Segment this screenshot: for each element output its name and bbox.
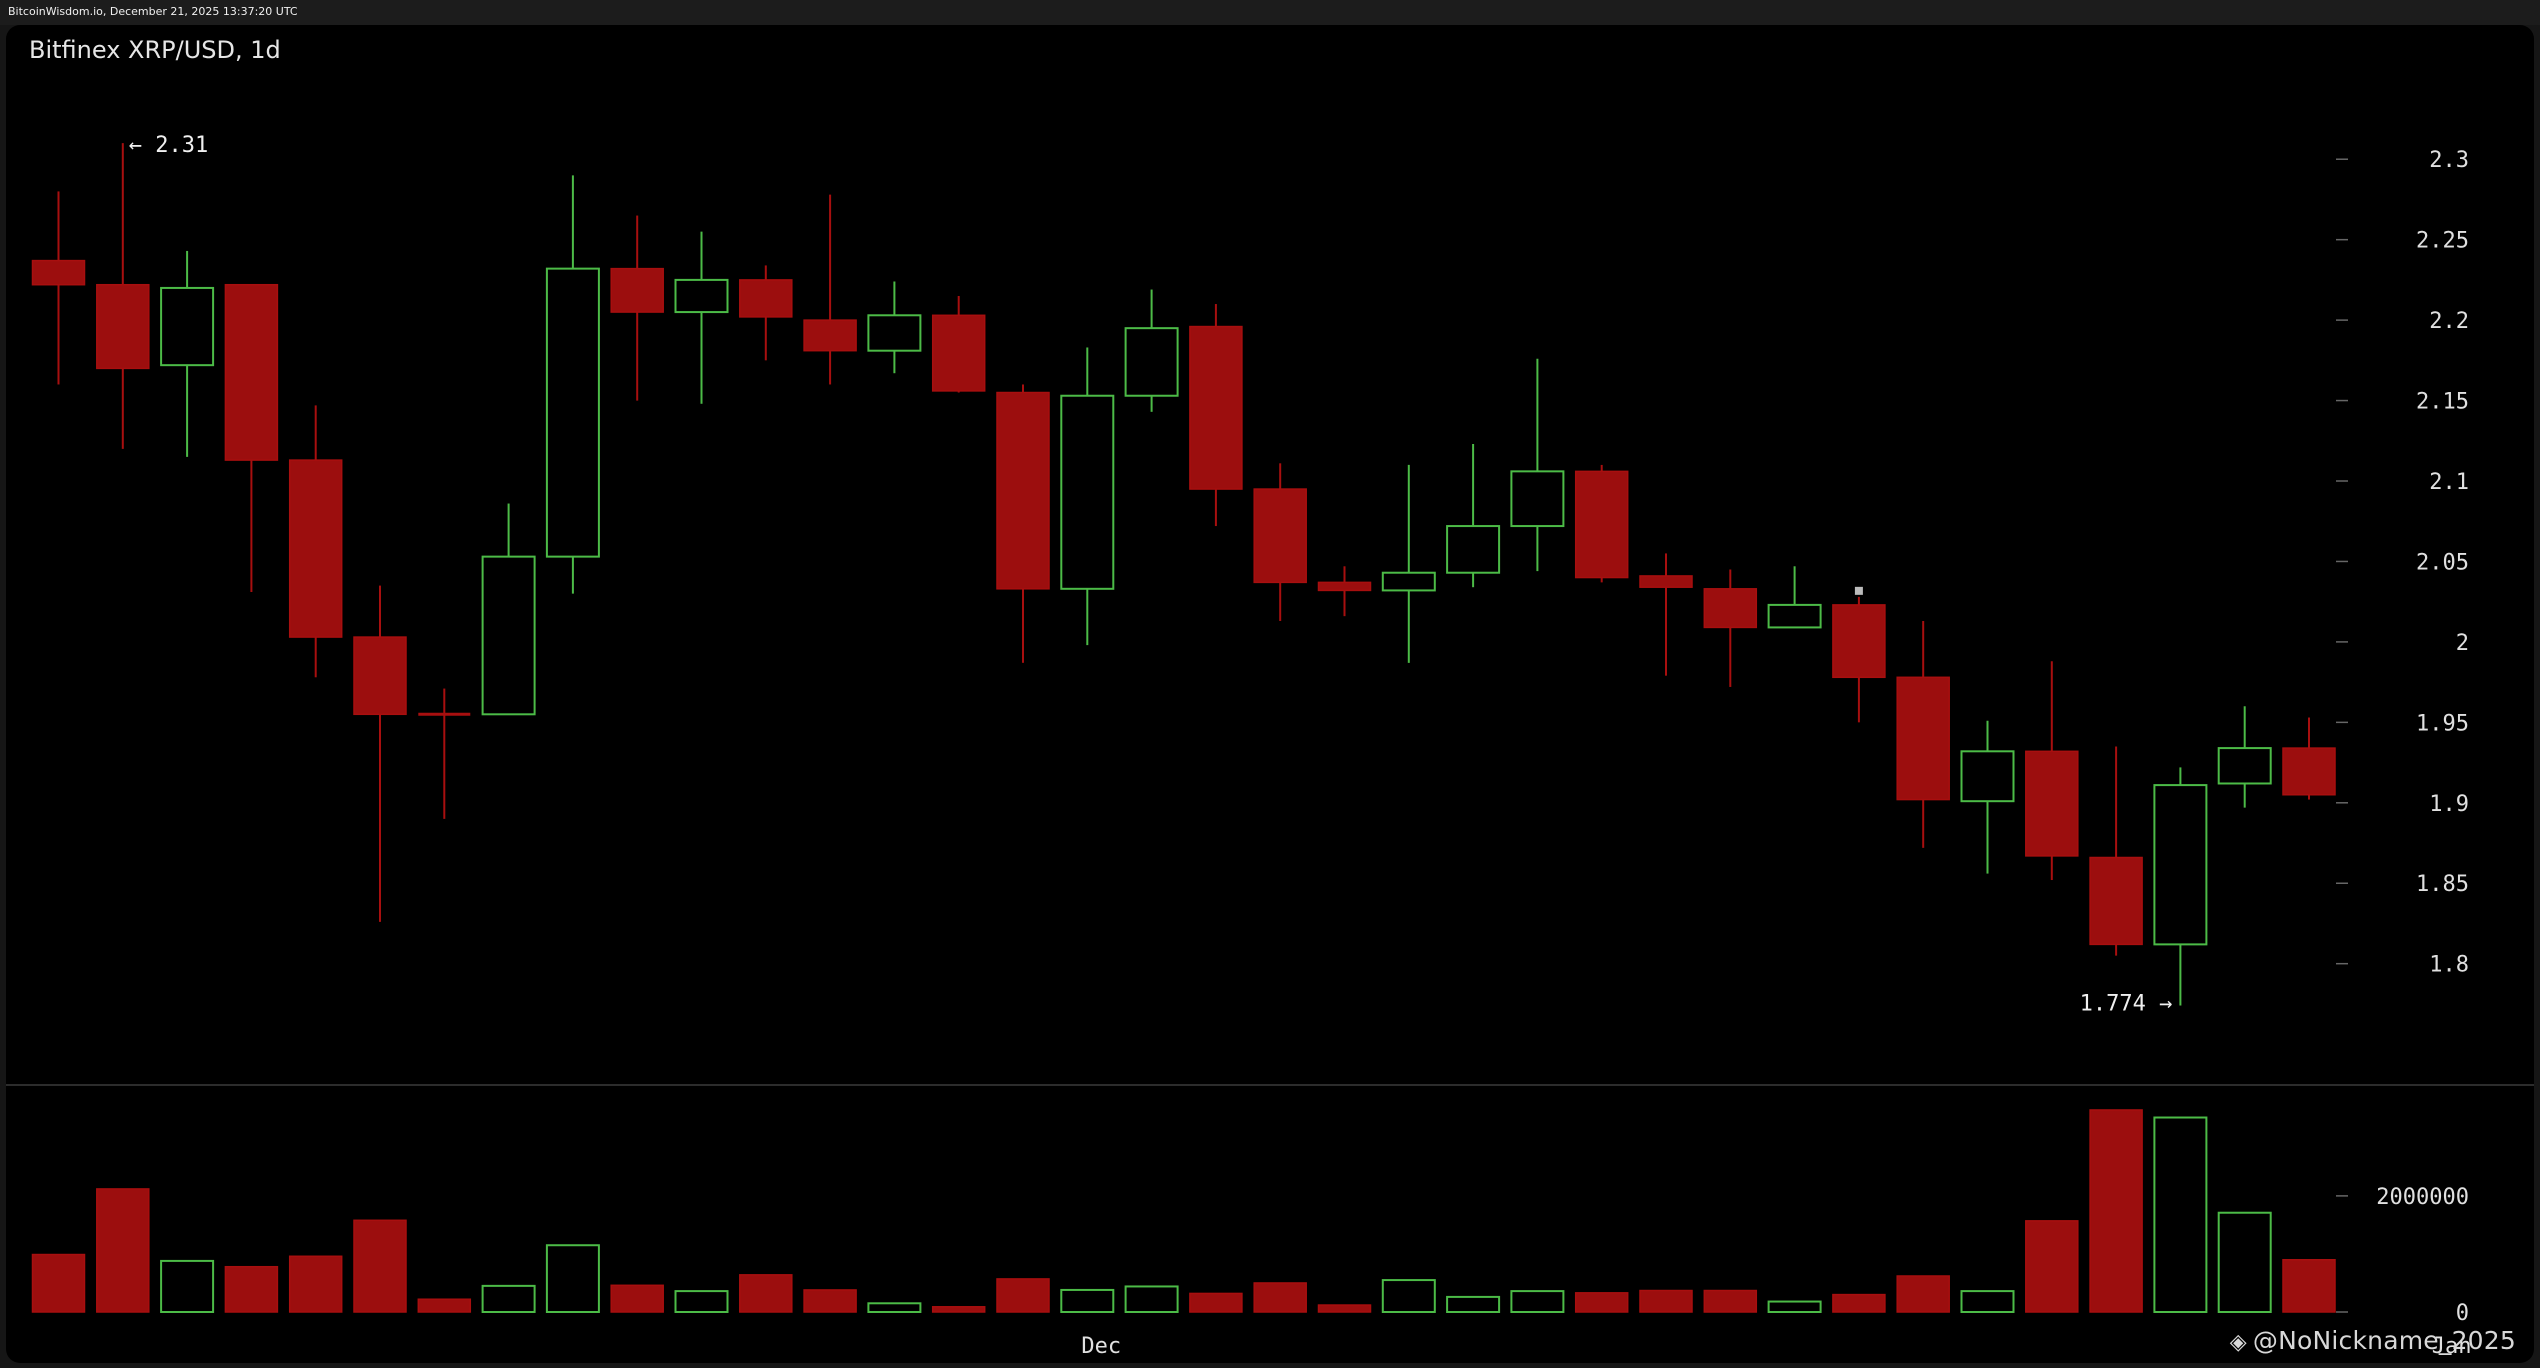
volume-bar bbox=[545, 1244, 600, 1313]
candle-body bbox=[2089, 856, 2143, 946]
candle-body bbox=[96, 283, 150, 370]
candle-body bbox=[1832, 604, 1886, 679]
candle-body bbox=[1317, 581, 1372, 592]
candle-body bbox=[1124, 327, 1179, 397]
price-tick-label: 2.3 bbox=[2429, 148, 2469, 173]
candle-body bbox=[803, 319, 857, 352]
source-stamp: BitcoinWisdom.io, December 21, 2025 13:3… bbox=[8, 5, 298, 18]
volume-bar bbox=[481, 1284, 536, 1313]
chart-title: Bitfinex XRP/USD, 1d bbox=[29, 36, 281, 64]
candle-body bbox=[1189, 325, 1243, 490]
volume-bar bbox=[931, 1306, 986, 1313]
volume-bar bbox=[1896, 1275, 1950, 1313]
candle-body bbox=[1703, 588, 1758, 629]
volume-bar bbox=[2025, 1220, 2079, 1313]
volume-tick-label: 0 bbox=[2456, 1301, 2469, 1326]
volume-bar bbox=[1639, 1289, 1693, 1313]
candle-body bbox=[867, 314, 922, 352]
high-annotation: ← 2.31 bbox=[129, 133, 208, 158]
volume-bar bbox=[1767, 1300, 1822, 1314]
volume-bar bbox=[96, 1188, 150, 1313]
candle-body bbox=[1960, 750, 2015, 803]
watermark: ◈ @NoNickname_2025 bbox=[2230, 1326, 2516, 1355]
volume-bar bbox=[867, 1302, 922, 1313]
header-bar: BitcoinWisdom.io, December 21, 2025 13:3… bbox=[0, 0, 2540, 25]
candle-body bbox=[160, 286, 215, 367]
candle-body bbox=[1510, 470, 1565, 528]
chart-canvas[interactable]: 2.3 2.25 2.2 2.15 2.1 2.05 2 1.95 1.9 1.85 1.8 2000… bbox=[6, 25, 2534, 1363]
volume-bar bbox=[417, 1298, 472, 1313]
volume-bar bbox=[1832, 1293, 1886, 1313]
candle-body bbox=[1896, 676, 1950, 801]
candle-body bbox=[353, 636, 407, 716]
volume-bar bbox=[1703, 1289, 1758, 1313]
price-tick-label: 1.9 bbox=[2429, 792, 2469, 817]
volume-bar bbox=[1381, 1279, 1436, 1314]
volume-bar bbox=[610, 1284, 664, 1313]
volume-bar bbox=[1446, 1295, 1501, 1313]
candle-body bbox=[2282, 747, 2336, 796]
volume-bar bbox=[996, 1278, 1050, 1313]
price-tick-label: 1.8 bbox=[2429, 953, 2469, 978]
candle-body bbox=[931, 314, 986, 392]
candle-body bbox=[1060, 394, 1115, 590]
volume-bar bbox=[1960, 1290, 2015, 1313]
volume-bar bbox=[160, 1259, 215, 1314]
candle-body bbox=[739, 279, 793, 318]
price-tick-label: 2.15 bbox=[2416, 390, 2469, 415]
candle-body bbox=[1381, 571, 1436, 592]
low-annotation: 1.774 → bbox=[2080, 992, 2173, 1017]
price-tick-label: 2.25 bbox=[2416, 229, 2469, 254]
volume-bar bbox=[803, 1289, 857, 1313]
candle-body bbox=[481, 555, 536, 716]
volume-bar bbox=[674, 1290, 729, 1313]
candle-body bbox=[1253, 488, 1307, 584]
candle-body bbox=[31, 259, 86, 286]
candle-body bbox=[2025, 750, 2079, 857]
volume-bar bbox=[2089, 1109, 2143, 1313]
binance-square-icon: ◈ bbox=[2229, 1330, 2247, 1355]
volume-bar bbox=[1574, 1292, 1629, 1313]
candle-body bbox=[610, 267, 664, 313]
price-tick-label: 2 bbox=[2456, 631, 2469, 656]
candle-body bbox=[2217, 747, 2272, 785]
volume-bar bbox=[224, 1265, 279, 1313]
volume-bar bbox=[1060, 1288, 1115, 1313]
volume-bar bbox=[31, 1253, 86, 1313]
x-axis-label: Dec bbox=[1081, 1334, 1121, 1359]
candle-body bbox=[1767, 603, 1822, 629]
volume-bar bbox=[1317, 1304, 1372, 1313]
volume-bar bbox=[1510, 1290, 1565, 1313]
candle-body bbox=[288, 459, 343, 638]
marker-square bbox=[1854, 586, 1863, 595]
volume-bar bbox=[2153, 1116, 2208, 1314]
candle-body bbox=[545, 267, 600, 558]
volume-bar bbox=[1253, 1282, 1307, 1313]
volume-bar bbox=[1124, 1285, 1179, 1314]
price-tick-label: 1.95 bbox=[2416, 711, 2469, 736]
candle-body bbox=[996, 391, 1050, 590]
volume-tick-label: 2000000 bbox=[2376, 1185, 2469, 1210]
price-tick-label: 2.05 bbox=[2416, 550, 2469, 575]
price-tick-label: 2.2 bbox=[2429, 309, 2469, 334]
x-axis-label: Jan bbox=[2432, 1334, 2472, 1359]
candle-body bbox=[1446, 525, 1501, 574]
price-tick-label: 1.85 bbox=[2416, 872, 2469, 897]
volume-bar bbox=[353, 1219, 407, 1313]
price-tick-label: 2.1 bbox=[2429, 470, 2469, 495]
volume-bar bbox=[288, 1255, 343, 1313]
volume-bar bbox=[2282, 1259, 2336, 1313]
volume-bar bbox=[739, 1274, 793, 1313]
volume-bar bbox=[1189, 1292, 1243, 1313]
watermark-text: @NoNickname_2025 bbox=[2252, 1326, 2516, 1355]
candle-body bbox=[1574, 470, 1629, 579]
candle-body bbox=[2153, 784, 2208, 946]
candle-body bbox=[224, 283, 279, 461]
chart-panel: 2.3 2.25 2.2 2.15 2.1 2.05 2 1.95 1.9 1.85 1.8 2000… bbox=[6, 25, 2534, 1363]
candle-body bbox=[674, 278, 729, 314]
candle-body bbox=[1639, 575, 1693, 588]
volume-bar bbox=[2217, 1211, 2272, 1313]
